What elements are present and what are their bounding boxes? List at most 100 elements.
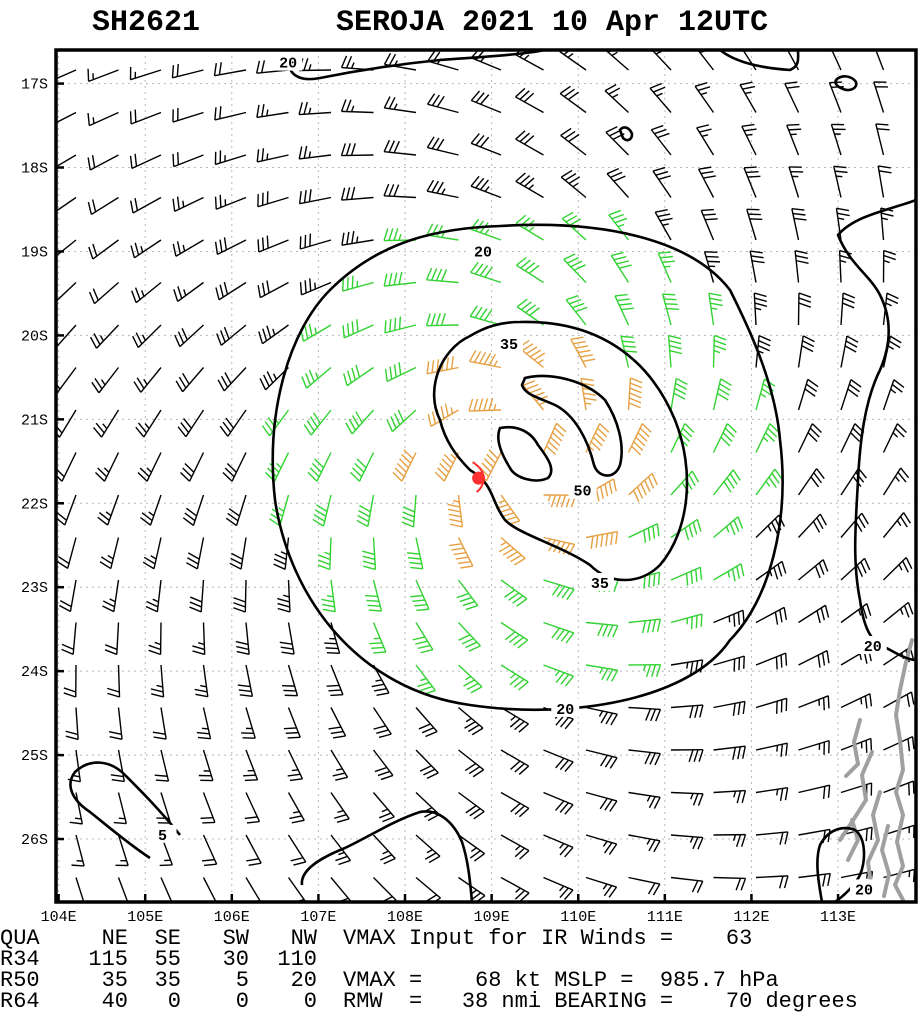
wind-barb-flag	[340, 143, 346, 156]
wind-barb-flag	[268, 518, 281, 527]
wind-barb-flag	[308, 189, 312, 202]
wind-barb-shaft	[427, 146, 459, 156]
wind-barb-flag	[402, 511, 415, 518]
x-tick-label: 110E	[560, 909, 596, 926]
wind-barb-flag	[810, 476, 820, 488]
wind-barb-flag	[613, 255, 627, 261]
wind-barb-flag	[651, 124, 664, 131]
wind-barb-flag	[371, 646, 384, 650]
wind-barb-flag	[417, 644, 431, 650]
wind-barb-shaft	[137, 324, 162, 349]
wind-barb-flag	[303, 101, 308, 115]
wind-barb-flag	[647, 476, 655, 489]
wind-barb-flag	[269, 462, 280, 473]
wind-barb-flag	[457, 560, 471, 565]
wind-barb-half	[776, 745, 779, 752]
wind-barb-flag	[649, 82, 663, 89]
x-tick-label: 109E	[474, 909, 510, 926]
wind-barb-flag	[807, 378, 819, 388]
wind-barb-flag	[769, 423, 780, 433]
contour-small-island-2	[618, 126, 634, 142]
wind-barb-half	[885, 302, 892, 307]
wind-barb-flag	[869, 693, 873, 707]
wind-barb-flag	[780, 654, 783, 668]
wind-barb-flag	[590, 536, 594, 549]
wind-barb-flag	[342, 373, 348, 386]
wind-barb-flag	[172, 153, 175, 167]
wind-barb-flag	[515, 130, 526, 140]
wind-barb-flag	[154, 774, 168, 777]
wind-barb-flag	[345, 422, 353, 435]
wind-barb-shaft	[755, 514, 780, 539]
wind-barb-half	[767, 525, 772, 532]
wind-barb-flag	[197, 736, 211, 740]
wind-barb-flag	[611, 669, 619, 682]
wind-barb-flag	[470, 175, 480, 187]
wind-barb-flag	[569, 218, 582, 226]
wind-barb-flag	[350, 186, 356, 200]
wind-barb-flag	[453, 552, 467, 556]
wind-barb-flag	[351, 275, 354, 289]
wind-barb-flag	[257, 285, 262, 298]
wind-barb-flag	[565, 675, 575, 687]
wind-barb-shaft	[628, 706, 661, 711]
wind-barb-flag	[260, 60, 266, 73]
wind-barb-flag	[224, 467, 235, 478]
wind-barb-flag	[902, 560, 909, 573]
wind-barb-flag	[720, 378, 732, 387]
wind-barb-flag	[911, 736, 915, 750]
wind-barb-flag	[383, 139, 391, 152]
wind-barb-flag	[398, 362, 402, 375]
wind-barb-flag	[651, 473, 658, 486]
wind-barb-flag	[692, 836, 699, 850]
wind-barb-flag	[561, 587, 570, 599]
wind-barb-flag	[515, 214, 527, 224]
wind-barb-flag	[195, 693, 208, 698]
y-tick-label: 18S	[21, 161, 48, 178]
wind-barb-flag	[107, 687, 120, 693]
wind-barb-flag	[850, 432, 861, 442]
wind-barb-flag	[237, 684, 251, 688]
wind-barb-shaft	[882, 379, 895, 411]
wind-barb-shaft	[628, 791, 661, 798]
stats-se-cell: SE	[155, 926, 181, 951]
wind-barb-flag	[498, 544, 511, 553]
wind-barb-flag	[184, 462, 195, 473]
wind-barb-flag	[878, 165, 891, 169]
wind-barb-half	[350, 105, 355, 112]
wind-barb-shaft	[358, 452, 375, 482]
wind-barb-flag	[737, 702, 741, 716]
wind-barb-flag	[356, 458, 367, 469]
wind-barb-flag	[735, 834, 742, 847]
stats-ne-cell: 115	[88, 947, 128, 972]
wind-barb-flag	[200, 817, 214, 819]
wind-barb-flag	[389, 366, 393, 380]
wind-barb-flag	[691, 880, 699, 893]
wind-barb-flag	[475, 92, 485, 103]
wind-barb-flag	[737, 516, 744, 529]
wind-barb-flag	[516, 298, 528, 308]
wind-barb-flag	[567, 91, 579, 101]
wind-barb-flag	[135, 332, 143, 345]
wind-barb-flag	[784, 81, 798, 85]
wind-barb-shaft	[372, 834, 396, 859]
wind-barb-flag	[392, 471, 403, 482]
contour-inner	[497, 425, 553, 482]
wind-barb-flag	[663, 298, 677, 301]
wind-barb-flag	[182, 517, 194, 526]
wind-barb-flag	[846, 335, 859, 343]
wind-barb-flag	[740, 563, 745, 577]
wind-barb-shaft	[831, 50, 842, 71]
wind-barb-flag	[436, 359, 440, 372]
wind-barb-flag	[779, 609, 783, 623]
wind-barb-flag	[148, 644, 161, 651]
wind-barb-flag	[644, 752, 652, 765]
wind-barb-flag	[176, 196, 180, 210]
wind-barb-flag	[510, 760, 521, 770]
wind-barb-flag	[274, 553, 287, 561]
wind-barb-half	[612, 93, 619, 99]
wind-barb-flag	[751, 260, 765, 264]
wind-barb-flag	[812, 521, 821, 533]
y-tick-label: 21S	[21, 412, 48, 429]
wind-barb-flag	[87, 157, 91, 171]
